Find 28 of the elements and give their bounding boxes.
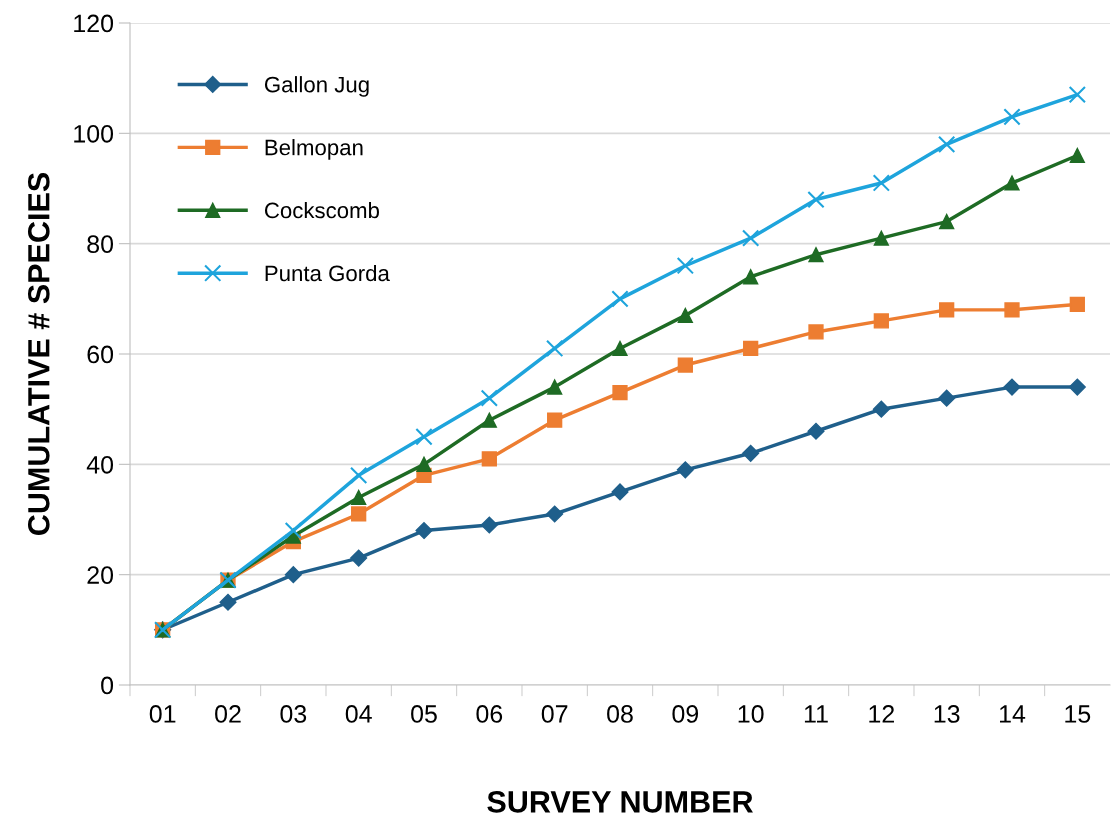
x-tick-label: 12 [869,705,894,723]
legend-label: Belmopan [265,139,363,160]
x-tick-label: 05 [411,705,437,723]
x-axis-title: SURVEY NUMBER [487,791,753,813]
y-tick-label: 40 [86,455,114,474]
x-tick-label: 13 [934,705,960,723]
y-tick-label: 60 [87,345,114,364]
x-tick-label: 02 [215,705,241,723]
legend-label: Cockscomb [264,201,379,219]
y-tick-label: 100 [74,124,114,143]
x-tick-label: 08 [607,705,633,723]
y-tick-label: 80 [87,235,114,253]
x-tick-label: 07 [541,705,568,723]
legend-label: Punta Gorda [265,264,390,282]
x-tick-label: 15 [1065,705,1091,723]
x-tick-label: 10 [738,705,764,723]
x-tick-label: 06 [476,705,503,723]
x-tick-label: 09 [672,705,699,723]
x-tick-label: 04 [345,705,372,723]
y-tick-label: 120 [74,14,114,33]
y-tick-label: 0 [101,676,114,695]
y-axis-title: CUMULATIVE # SPECIES [27,172,50,535]
x-tick-label: 01 [149,705,176,723]
x-tick-label: 03 [280,705,307,723]
x-tick-label: 11 [804,705,828,723]
legend-label: Gallon Jug [264,76,369,97]
x-tick-label: 14 [1000,705,1026,723]
y-tick-label: 20 [87,566,114,584]
